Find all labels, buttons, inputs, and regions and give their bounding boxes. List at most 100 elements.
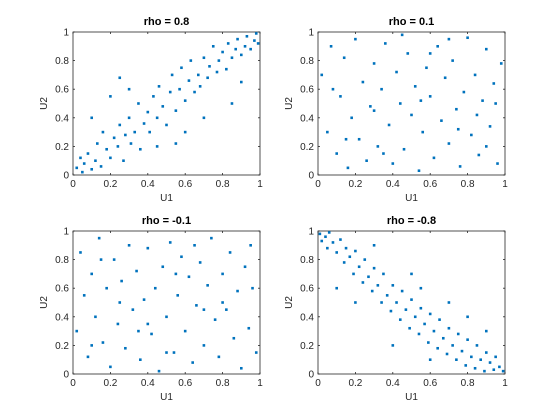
scatter-point bbox=[146, 322, 150, 326]
scatter-point bbox=[176, 294, 180, 297]
scatter-point bbox=[357, 265, 361, 269]
scatter-point bbox=[230, 56, 234, 60]
scatter-point bbox=[127, 116, 131, 120]
scatter-point bbox=[438, 318, 441, 321]
scatter-point bbox=[391, 162, 395, 165]
scatter-point bbox=[157, 369, 161, 373]
scatter-point bbox=[370, 289, 374, 293]
x-tick-label: 0 bbox=[70, 179, 76, 190]
scatter-point bbox=[391, 344, 395, 347]
x-tick-label: 0.2 bbox=[348, 378, 362, 389]
scatter-point bbox=[217, 59, 221, 62]
scatter-point bbox=[335, 152, 338, 155]
scatter-point bbox=[198, 85, 202, 88]
scatter-point bbox=[455, 107, 458, 111]
scatter-point bbox=[410, 272, 413, 276]
scatter-point bbox=[152, 95, 155, 98]
scatter-points bbox=[318, 231, 505, 373]
scatter-point bbox=[324, 235, 327, 239]
scatter-point bbox=[384, 42, 387, 45]
y-tick-label: 1 bbox=[308, 28, 314, 39]
scatter-point bbox=[400, 33, 404, 37]
scatter-point bbox=[79, 156, 82, 160]
x-tick-label: 0.6 bbox=[423, 179, 437, 190]
scatter-point bbox=[372, 244, 376, 247]
x-tick-label: 0.4 bbox=[386, 179, 400, 190]
scatter-point bbox=[168, 90, 172, 94]
scatter-point bbox=[170, 73, 174, 77]
plot-area bbox=[317, 31, 506, 176]
scatter-point bbox=[251, 286, 254, 290]
scatter-point bbox=[342, 56, 346, 60]
scatter-point bbox=[206, 76, 209, 80]
scatter-point bbox=[253, 39, 256, 42]
scatter-point bbox=[94, 315, 97, 319]
scatter-point bbox=[451, 59, 454, 62]
scatter-point bbox=[376, 284, 380, 287]
scatter-point bbox=[346, 166, 350, 170]
scatter-point bbox=[443, 76, 447, 80]
scatter-point bbox=[230, 102, 234, 105]
scatter-point bbox=[339, 95, 342, 98]
scatter-point bbox=[372, 62, 376, 65]
scatter-point bbox=[97, 236, 101, 240]
y-tick-label: 0 bbox=[308, 171, 314, 182]
scatter-point bbox=[410, 113, 413, 117]
scatter-point bbox=[417, 332, 421, 336]
scatter-point bbox=[436, 45, 439, 48]
scatter-point bbox=[481, 99, 484, 102]
scatter-point bbox=[240, 366, 243, 370]
x-axis-label: U1 bbox=[160, 193, 173, 204]
y-axis-label: U2 bbox=[284, 97, 295, 110]
scatter-point bbox=[174, 109, 178, 112]
scatter-point bbox=[137, 329, 140, 333]
scatter-point bbox=[475, 344, 479, 347]
scatter-point bbox=[447, 301, 451, 304]
scatter-point bbox=[354, 301, 357, 304]
scatter-point bbox=[174, 272, 178, 276]
scatter-point bbox=[344, 137, 348, 141]
scatter-point bbox=[339, 238, 342, 241]
scatter-point bbox=[456, 127, 460, 131]
x-tick-label: 0 bbox=[315, 179, 321, 190]
scatter-point bbox=[81, 170, 84, 174]
y-tick-label: 0 bbox=[308, 370, 314, 381]
scatter-point bbox=[193, 244, 196, 247]
scatter-point bbox=[352, 272, 355, 276]
scatter-point bbox=[425, 66, 428, 70]
scatter-point bbox=[86, 355, 90, 359]
scatter-point bbox=[172, 351, 176, 354]
y-axis-ticks: 0 0.2 0.4 0.6 0.8 1 bbox=[300, 28, 505, 182]
scatter-point bbox=[492, 82, 496, 85]
scatter-point bbox=[213, 318, 217, 321]
scatter-point bbox=[402, 147, 406, 151]
scatter-point bbox=[210, 236, 213, 240]
scatter-point bbox=[485, 145, 488, 148]
scatter-point bbox=[79, 251, 82, 254]
scatter-point bbox=[180, 66, 183, 70]
scatter-point bbox=[228, 251, 232, 254]
y-tick-label: 0.2 bbox=[55, 341, 69, 352]
panel-title: rho = 0.8 bbox=[144, 16, 190, 28]
y-tick-label: 1 bbox=[63, 28, 69, 39]
scatter-point bbox=[382, 272, 385, 276]
y-axis-label: U2 bbox=[39, 296, 50, 309]
scatter-point bbox=[385, 294, 389, 297]
scatter-point bbox=[404, 308, 408, 311]
scatter-point bbox=[191, 361, 194, 364]
scatter-point bbox=[436, 346, 439, 350]
scatter-point bbox=[215, 70, 219, 74]
scatter-point bbox=[124, 133, 127, 137]
scatter-point bbox=[499, 62, 503, 65]
x-tick-label: 0.2 bbox=[103, 378, 117, 389]
scatter-point bbox=[398, 318, 402, 321]
scatter-point bbox=[90, 272, 93, 276]
y-tick-label: 0.2 bbox=[55, 142, 69, 153]
y-tick-label: 0.6 bbox=[300, 284, 314, 295]
scatter-point bbox=[462, 90, 466, 94]
scatter-point bbox=[413, 315, 417, 319]
scatter-point bbox=[94, 159, 97, 162]
scatter-point bbox=[148, 130, 151, 134]
x-tick-label: 0.6 bbox=[178, 378, 192, 389]
scatter-point bbox=[357, 137, 361, 141]
